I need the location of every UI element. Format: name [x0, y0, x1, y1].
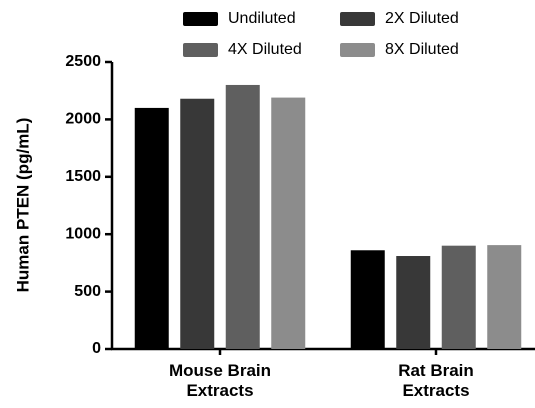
- y-tick-label: 0: [92, 340, 101, 357]
- x-tick-label: Rat Brain Extracts: [398, 361, 474, 400]
- bar: [441, 245, 476, 349]
- bar: [134, 107, 169, 349]
- bar: [271, 97, 306, 349]
- bar: [180, 98, 215, 350]
- x-tick-label: Mouse Brain Extracts: [168, 361, 272, 400]
- bar: [487, 245, 522, 349]
- legend-label: 2X Diluted: [385, 10, 459, 27]
- y-tick-label: 2500: [65, 53, 101, 70]
- bar: [225, 84, 260, 350]
- legend-swatch: [183, 43, 218, 57]
- y-axis-label: Human PTEN (pg/mL): [13, 118, 32, 293]
- y-tick-label: 500: [74, 283, 101, 300]
- y-tick-label: 2000: [65, 111, 101, 128]
- bar: [350, 250, 385, 349]
- legend-swatch: [340, 43, 375, 57]
- y-tick-label: 1500: [65, 168, 101, 185]
- legend-label: Undiluted: [228, 10, 296, 27]
- y-tick-label: 1000: [65, 225, 101, 242]
- legend-label: 8X Diluted: [385, 41, 459, 58]
- legend-label: 4X Diluted: [228, 41, 302, 58]
- legend-swatch: [340, 12, 375, 26]
- legend-swatch: [183, 12, 218, 26]
- bar: [396, 256, 431, 349]
